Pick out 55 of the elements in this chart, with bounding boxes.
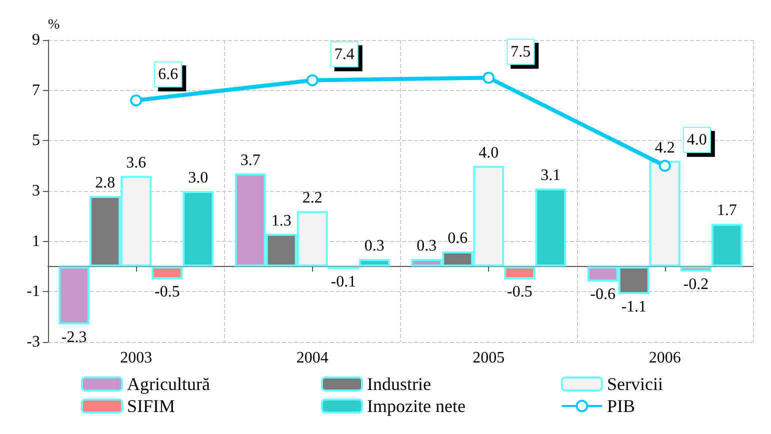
data-label: -1.1 <box>621 298 647 316</box>
data-label: -0.5 <box>154 284 180 301</box>
data-label: 2.2 <box>302 190 322 207</box>
y-tick-label: -1 <box>26 283 40 300</box>
y-tick-label: 5 <box>32 132 40 150</box>
data-label: -0.1 <box>330 274 356 291</box>
bar <box>358 258 390 266</box>
y-tick-label: 1 <box>32 232 40 250</box>
data-label: 7.4 <box>334 46 354 63</box>
data-label: 3.1 <box>540 166 561 184</box>
data-label: 0.6 <box>448 230 468 247</box>
data-label: 0.3 <box>416 237 437 254</box>
legend-label: Impozite nete <box>367 396 466 416</box>
data-label: 1.7 <box>716 202 737 220</box>
y-tick-label: 3 <box>32 182 40 200</box>
legend-label: SIFIM <box>127 396 176 416</box>
legend-label: Industrie <box>367 374 431 394</box>
legend-label: Servicii <box>607 374 663 394</box>
bar <box>535 188 566 266</box>
data-label: -0.2 <box>683 276 709 294</box>
x-tick-label: 2006 <box>648 350 681 366</box>
bar <box>649 160 680 266</box>
y-tick-label: 9 <box>32 32 40 48</box>
point <box>658 160 671 172</box>
x-tick-label: 2004 <box>296 350 328 366</box>
point <box>482 72 495 84</box>
data-label: 1.3 <box>271 212 292 230</box>
legend-label: Agricultură <box>127 374 210 394</box>
data-label: 0.3 <box>364 237 384 254</box>
data-label: -0.5 <box>506 284 532 301</box>
data-label: 3.0 <box>188 170 208 186</box>
data-label: 2.8 <box>95 174 116 192</box>
data-label: 7.5 <box>510 43 531 60</box>
bar <box>680 266 712 272</box>
point <box>306 74 318 86</box>
y-tick-label: -3 <box>26 334 40 350</box>
data-label: -0.6 <box>590 286 616 304</box>
bar <box>182 191 214 266</box>
bar <box>504 266 536 280</box>
legend-label: PIB <box>607 396 636 416</box>
data-label: -2.3 <box>61 328 87 346</box>
data-label: 4.0 <box>478 144 499 162</box>
bar <box>711 224 742 266</box>
y-tick-label: 7 <box>32 82 40 99</box>
data-label: 3.6 <box>126 154 146 172</box>
bar <box>152 266 183 280</box>
x-tick-label: 2005 <box>472 350 505 366</box>
x-tick-label: 2003 <box>120 350 152 366</box>
data-label: 6.6 <box>158 66 178 83</box>
data-label: 4.2 <box>654 139 675 156</box>
point <box>130 94 142 106</box>
data-label: 4.0 <box>686 131 707 148</box>
bar <box>58 266 90 324</box>
y-axis-title: % <box>48 18 60 32</box>
data-label: 3.7 <box>240 152 260 169</box>
